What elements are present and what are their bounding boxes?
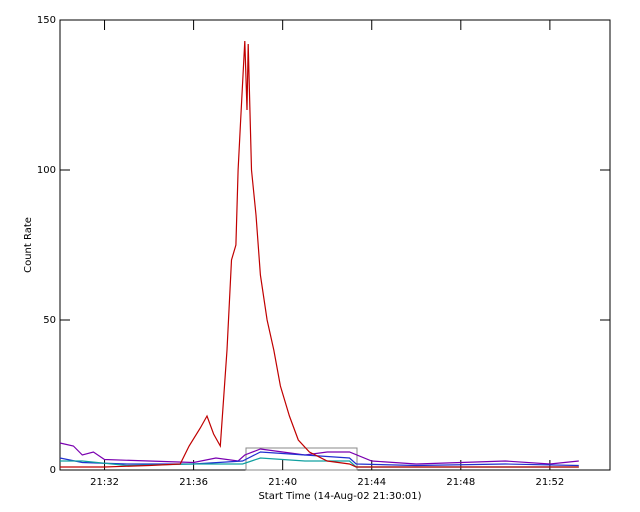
plot-frame [59, 19, 611, 471]
y-axis-label: Count Rate [23, 217, 34, 273]
x-tick-label: 21:36 [179, 477, 208, 488]
x-tick-label: 21:32 [90, 477, 119, 488]
data-line [59, 451, 579, 467]
x-tick-label: 21:40 [268, 477, 297, 488]
y-tick-label: 150 [37, 15, 56, 26]
selection-box [245, 447, 358, 471]
x-tick-label: 21:44 [357, 477, 386, 488]
y-tick-label: 50 [43, 315, 56, 326]
x-tick-label: 21:48 [446, 477, 475, 488]
data-line [60, 40, 579, 468]
data-line [59, 442, 579, 465]
y-tick-label: 100 [37, 165, 56, 176]
y-tick-label: 0 [50, 465, 56, 476]
x-axis-label: Start Time (14-Aug-02 21:30:01) [258, 491, 421, 502]
x-tick-label: 21:52 [535, 477, 564, 488]
data-line [60, 457, 579, 468]
